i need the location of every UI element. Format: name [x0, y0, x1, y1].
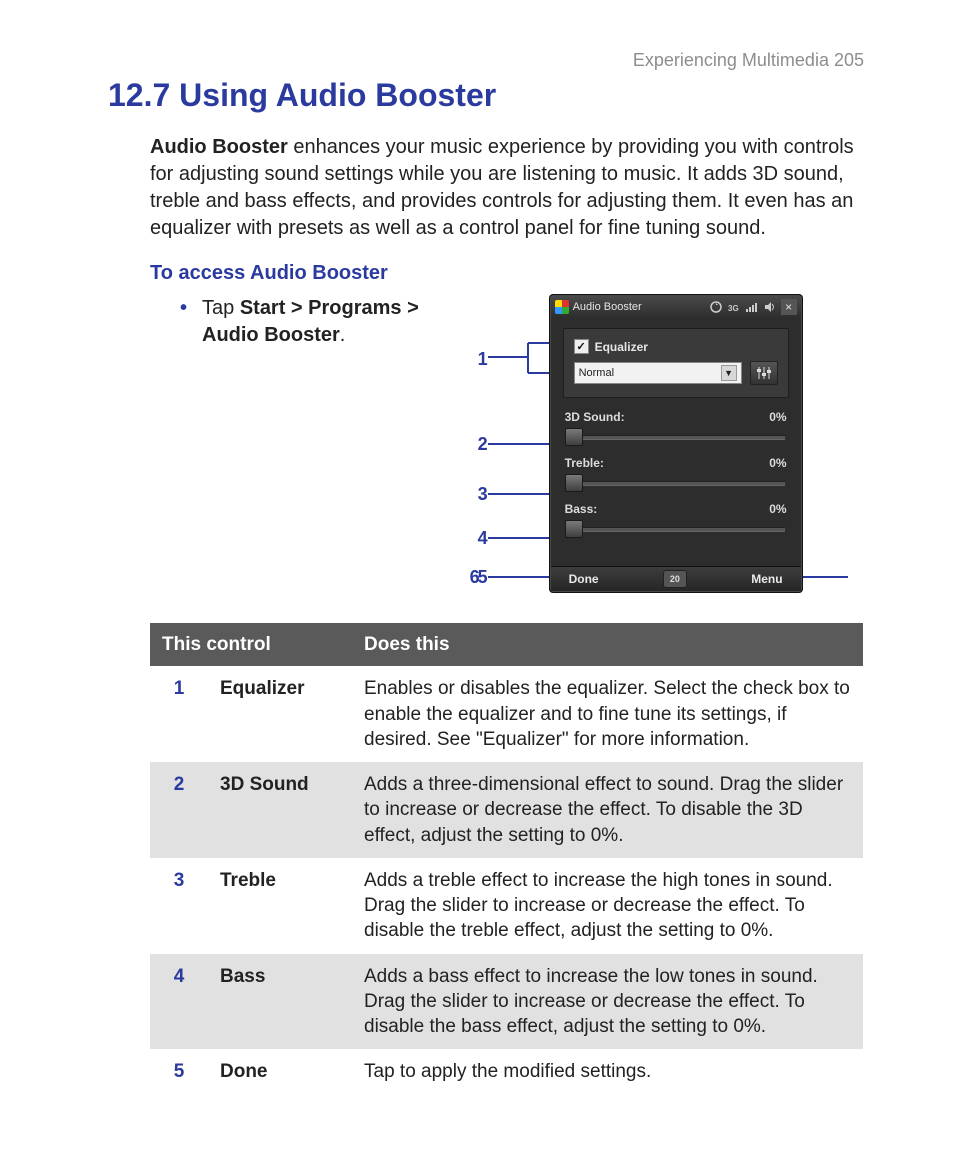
table-row: 1 Equalizer Enables or disables the equa…: [150, 666, 863, 762]
callout-1: 1: [470, 349, 488, 370]
title-bar: Audio Booster 3G ×: [551, 296, 801, 318]
access-subheading: To access Audio Booster: [150, 262, 864, 285]
volume-icon: [763, 300, 777, 314]
equalizer-settings-button[interactable]: [750, 361, 778, 385]
leader-line-icon: [798, 576, 848, 578]
slider-thumb-icon[interactable]: [565, 428, 583, 446]
table-header-row: This control Does this: [150, 623, 863, 666]
preset-value: Normal: [579, 367, 614, 379]
bullet-pre: Tap: [202, 297, 240, 319]
svg-text:3G: 3G: [728, 304, 739, 313]
callout-3: 3: [470, 484, 488, 505]
center-softkey-icon[interactable]: 20: [663, 570, 687, 588]
sliders-icon: [756, 366, 772, 380]
start-icon[interactable]: [555, 300, 569, 314]
row-desc: Tap to apply the modified settings.: [352, 1049, 863, 1094]
row-num: 5: [150, 1049, 208, 1094]
equalizer-panel: ✓ Equalizer Normal ▼: [563, 328, 789, 398]
row-num: 2: [150, 762, 208, 858]
callout-6: 6: [470, 567, 488, 588]
signal-icon: [745, 300, 759, 314]
treble-label: Treble:: [565, 456, 604, 470]
table-row: 5 Done Tap to apply the modified setting…: [150, 1049, 863, 1094]
row-name: Treble: [208, 858, 352, 954]
row-desc: Adds a three-dimensional effect to sound…: [352, 762, 863, 858]
row-num: 3: [150, 858, 208, 954]
preset-dropdown[interactable]: Normal ▼: [574, 362, 742, 384]
close-icon[interactable]: ×: [781, 299, 797, 315]
bass-label: Bass:: [565, 502, 598, 516]
slider-thumb-icon[interactable]: [565, 474, 583, 492]
row-name: Equalizer: [208, 666, 352, 762]
equalizer-checkbox[interactable]: ✓: [574, 339, 589, 354]
intro-paragraph: Audio Booster enhances your music experi…: [150, 134, 864, 242]
callout-2: 2: [470, 434, 488, 455]
3dsound-label: 3D Sound:: [565, 410, 625, 424]
col-header-does: Does this: [352, 623, 863, 666]
3dsound-value: 0%: [769, 410, 786, 424]
bullet-post: .: [340, 324, 346, 346]
row-name: 3D Sound: [208, 762, 352, 858]
treble-value: 0%: [769, 456, 786, 470]
softkey-bar: Done 20 Menu: [551, 566, 801, 591]
running-header: Experiencing Multimedia 205: [110, 50, 864, 71]
row-name: Bass: [208, 954, 352, 1050]
sync-icon: [709, 300, 723, 314]
device-screenshot: Audio Booster 3G × ✓ Equalizer No: [550, 295, 802, 592]
row-num: 4: [150, 954, 208, 1050]
controls-table: This control Does this 1 Equalizer Enabl…: [150, 623, 863, 1095]
bass-slider[interactable]: [565, 520, 787, 536]
bass-value: 0%: [769, 502, 786, 516]
row-desc: Adds a bass effect to increase the low t…: [352, 954, 863, 1050]
bullet-item: • Tap Start > Programs > Audio Booster.: [180, 295, 470, 349]
intro-bold: Audio Booster: [150, 136, 288, 158]
table-row: 2 3D Sound Adds a three-dimensional effe…: [150, 762, 863, 858]
row-desc: Enables or disables the equalizer. Selec…: [352, 666, 863, 762]
callout-4: 4: [470, 528, 488, 549]
screenshot-callout-area: 1 2 3 4 5 6 Audio Booster: [470, 295, 864, 593]
chevron-down-icon: ▼: [721, 365, 737, 381]
equalizer-label: Equalizer: [595, 340, 648, 354]
network-3g-icon: 3G: [727, 300, 741, 314]
row-num: 1: [150, 666, 208, 762]
section-title: 12.7 Using Audio Booster: [108, 77, 864, 114]
done-softkey[interactable]: Done: [569, 572, 599, 586]
3dsound-slider[interactable]: [565, 428, 787, 444]
row-name: Done: [208, 1049, 352, 1094]
menu-softkey[interactable]: Menu: [751, 572, 782, 586]
table-row: 4 Bass Adds a bass effect to increase th…: [150, 954, 863, 1050]
slider-thumb-icon[interactable]: [565, 520, 583, 538]
app-title: Audio Booster: [573, 301, 642, 313]
bullet-icon: •: [180, 295, 202, 349]
treble-slider[interactable]: [565, 474, 787, 490]
table-row: 3 Treble Adds a treble effect to increas…: [150, 858, 863, 954]
row-desc: Adds a treble effect to increase the hig…: [352, 858, 863, 954]
col-header-control: This control: [150, 623, 352, 666]
